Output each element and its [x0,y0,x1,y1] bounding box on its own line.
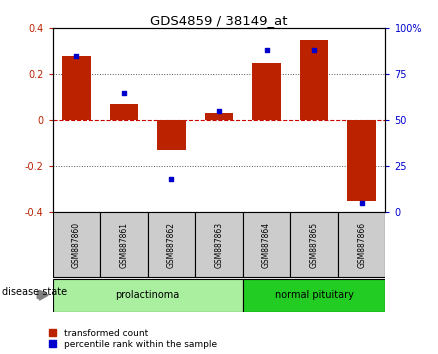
Point [120,90,127,96]
Title: GDS4859 / 38149_at: GDS4859 / 38149_at [150,14,288,27]
Bar [338,212,385,277]
Bar [53,212,100,277]
Bar [290,212,338,277]
Bar [252,63,281,120]
Bar [205,114,233,120]
Text: normal pituitary: normal pituitary [275,290,353,300]
Bar [148,212,195,277]
Point [358,200,365,206]
Bar [243,212,290,277]
Text: GSM887864: GSM887864 [262,222,271,268]
Point [73,53,80,59]
Bar [62,56,91,120]
Text: prolactinoma: prolactinoma [116,290,180,300]
Text: GSM887860: GSM887860 [72,222,81,268]
Text: disease state: disease state [2,287,67,297]
FancyArrow shape [37,290,48,300]
Bar [53,279,243,312]
Text: GSM887862: GSM887862 [167,222,176,268]
Text: GSM887863: GSM887863 [215,222,223,268]
Text: GSM887866: GSM887866 [357,222,366,268]
Bar [195,212,243,277]
Point [215,108,223,114]
Point [168,176,175,182]
Text: GSM887865: GSM887865 [310,222,318,268]
Point [311,47,318,53]
Bar [347,120,376,201]
Bar [110,104,138,120]
Bar [100,212,148,277]
Bar [157,120,186,150]
Text: GSM887861: GSM887861 [120,222,128,268]
Bar [243,279,385,312]
Legend: transformed count, percentile rank within the sample: transformed count, percentile rank withi… [48,328,218,349]
Point [263,47,270,53]
Bar [300,40,328,120]
